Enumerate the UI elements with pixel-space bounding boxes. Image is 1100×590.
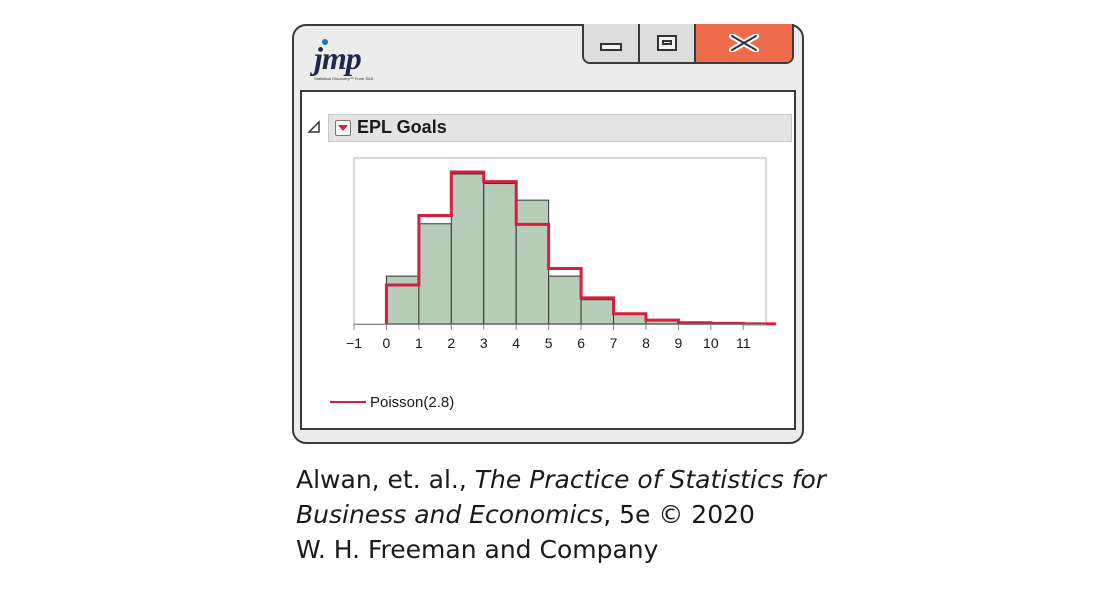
legend-line-swatch — [330, 401, 366, 403]
x-tick-label: −1 — [346, 335, 362, 351]
poisson-curve — [384, 170, 776, 326]
legend: Poisson(2.8) — [330, 392, 454, 412]
x-tick-label: 2 — [447, 335, 455, 351]
report-title: EPL Goals — [357, 117, 447, 137]
histogram-bar — [613, 313, 647, 325]
jmp-window: jmp Statistical Discovery™ From SAS. — [292, 24, 804, 444]
minimize-button[interactable] — [584, 24, 640, 62]
close-button[interactable] — [696, 24, 792, 62]
histogram-chart: −1 0 1 2 3 4 5 6 7 8 9 10 11 — [346, 157, 777, 351]
caption-line-2: Business and Economics, 5e © 2020 — [296, 500, 755, 529]
window-controls — [582, 24, 794, 64]
logo-tagline: Statistical Discovery™ From SAS. — [314, 76, 375, 81]
disclosure-triangle-icon[interactable] — [306, 119, 322, 135]
close-icon — [729, 34, 759, 52]
x-tick-label: 3 — [480, 335, 488, 351]
report-content: EPL Goals −1 0 1 2 3 4 5 6 7 8 9 10 11 Poisson(2.8) — [300, 90, 796, 430]
histogram-bar — [483, 183, 517, 325]
x-tick-label: 4 — [512, 335, 520, 351]
logo-text: jmp — [314, 40, 362, 76]
x-tick-label: 7 — [610, 335, 618, 351]
histogram-bar — [548, 275, 582, 325]
x-tick-label: 8 — [642, 335, 650, 351]
histogram-bar — [580, 299, 615, 325]
x-tick-label: 11 — [736, 335, 751, 351]
minimize-icon — [600, 43, 622, 51]
caption-line-3: W. H. Freeman and Company — [296, 535, 659, 564]
outline-header: EPL Goals — [328, 114, 792, 142]
x-tick-label: 10 — [703, 335, 719, 351]
logo-dot-icon — [322, 39, 328, 45]
legend-label: Poisson(2.8) — [370, 393, 455, 411]
x-tick-label: 0 — [383, 335, 391, 351]
x-tick-label: 6 — [577, 335, 585, 351]
x-tick-label: 9 — [675, 335, 683, 351]
red-triangle-menu-button[interactable] — [335, 120, 351, 136]
red-dropdown-icon — [338, 125, 348, 131]
source-caption: Alwan, et. al., The Practice of Statisti… — [296, 462, 827, 567]
histogram-bar — [418, 223, 452, 325]
histogram-bar — [385, 275, 420, 325]
caption-line-1: Alwan, et. al., The Practice of Statisti… — [296, 465, 827, 494]
x-tick-label: 1 — [415, 335, 423, 351]
jmp-logo: jmp Statistical Discovery™ From SAS. — [314, 36, 384, 86]
x-tick-label: 5 — [545, 335, 553, 351]
histogram-bar — [450, 173, 485, 325]
histogram-bar — [515, 199, 550, 325]
restore-icon — [657, 35, 677, 51]
maximize-button[interactable] — [640, 24, 696, 62]
